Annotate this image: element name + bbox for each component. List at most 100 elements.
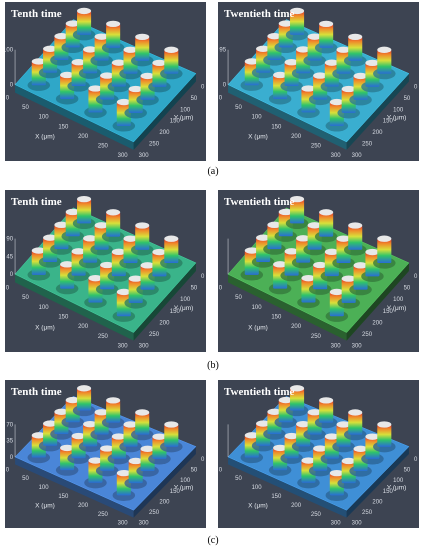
pillar-top (128, 85, 143, 93)
x-tick-label: 250 (311, 143, 322, 149)
pillar (284, 436, 299, 459)
y-tick-label: 0 (414, 457, 418, 463)
pillar (88, 460, 103, 483)
x-tick-label: 250 (98, 143, 109, 149)
pillar (128, 278, 143, 303)
pillar (348, 36, 363, 61)
pillar (301, 278, 316, 303)
pillar (273, 447, 288, 471)
pillar (278, 211, 293, 237)
pillar (324, 62, 339, 87)
pillar (278, 23, 293, 48)
x-tick-label: 150 (271, 315, 282, 321)
pillar (267, 411, 282, 435)
panel-a-tenth: 1000050100150200250300050100150200250300… (5, 2, 206, 161)
x-tick-label: 150 (271, 494, 282, 500)
pillar-top (319, 397, 334, 404)
pillar-top (54, 221, 69, 228)
pillar-top (128, 457, 143, 465)
pillar (65, 211, 80, 237)
pillar (329, 473, 344, 496)
pillar-top (353, 262, 368, 269)
pillar-top (94, 33, 109, 40)
pillar (77, 10, 92, 35)
pillar-top (278, 396, 293, 404)
pillar (152, 252, 167, 277)
pillar (116, 473, 131, 496)
pillar (353, 265, 368, 290)
pillar (353, 75, 368, 100)
x-axis-label: X (μm) (35, 324, 55, 331)
pillar-top (377, 421, 392, 428)
pillar-top (290, 7, 305, 15)
x-tick-label: 0 (6, 467, 10, 473)
pillar (244, 61, 259, 86)
pillar (54, 411, 69, 435)
y-tick-label: 50 (191, 96, 198, 102)
pillar (71, 436, 86, 459)
y-tick-label: 50 (404, 96, 411, 102)
y-tick-label: 0 (414, 85, 418, 91)
z-tick-label: 0 (223, 83, 227, 89)
y-axis-label: Y (μm) (174, 485, 194, 492)
y-tick-label: 150 (170, 489, 181, 495)
pillar-top (106, 20, 121, 28)
platform-side-left (228, 456, 347, 518)
y-tick-label: 150 (383, 489, 394, 495)
x-axis-label: X (μm) (248, 502, 268, 509)
y-axis-label: Y (μm) (174, 305, 194, 312)
y-tick-label: 300 (352, 344, 363, 350)
pillar (116, 102, 131, 126)
pillar (77, 199, 92, 224)
y-tick-label: 100 (393, 478, 404, 484)
pillar-top (54, 408, 69, 415)
x-tick-label: 0 (219, 96, 223, 102)
x-tick-label: 50 (22, 476, 29, 482)
x-axis-label: X (μm) (35, 134, 55, 141)
pillar (256, 237, 271, 262)
pillar (313, 264, 328, 290)
panel-title: Tenth time (11, 386, 62, 398)
z-tick-label: 45 (6, 254, 13, 260)
pillar-top (111, 248, 126, 255)
pillar-top (88, 274, 103, 282)
panel-c-twentieth: 0 50 100 150 200 250 300 0 50 100 150 200 250 300 X (μ… (218, 380, 419, 528)
pillar (290, 10, 305, 35)
platform-side-right (346, 73, 409, 150)
pillar-top (313, 445, 328, 452)
pillar (31, 250, 46, 275)
pillar-top (43, 420, 58, 427)
pillar-top (307, 33, 322, 40)
x-axis-label: X (μm) (248, 324, 268, 331)
pillar (301, 88, 316, 113)
x-tick-label: 300 (331, 521, 342, 527)
x-tick-label: 150 (58, 124, 69, 130)
y-tick-label: 150 (383, 309, 394, 315)
y-tick-label: 200 (159, 130, 170, 136)
pillar-top (348, 409, 363, 416)
x-tick-label: 200 (291, 324, 302, 330)
pillar-top (164, 421, 179, 428)
pillar (273, 264, 288, 289)
caption-a: (a) (207, 166, 219, 177)
z-tick-label: 100 (5, 48, 14, 54)
y-axis-label: Y (μm) (387, 115, 407, 122)
pillar (307, 412, 322, 435)
pillar (77, 388, 92, 411)
pillar (100, 264, 115, 290)
pillar-top (324, 433, 339, 440)
pillar-top (31, 247, 46, 254)
pillar (135, 225, 150, 250)
pillar-top (111, 59, 126, 66)
pillar (313, 448, 328, 471)
pillar (65, 23, 80, 48)
pillar (365, 252, 380, 277)
x-tick-label: 150 (271, 124, 282, 130)
pillar-top (319, 209, 334, 216)
x-tick-label: 0 (219, 467, 223, 473)
pillar-top (301, 274, 316, 282)
pillar (60, 447, 75, 471)
pillar (123, 238, 138, 263)
y-tick-label: 200 (159, 499, 170, 505)
x-tick-label: 300 (118, 344, 129, 350)
